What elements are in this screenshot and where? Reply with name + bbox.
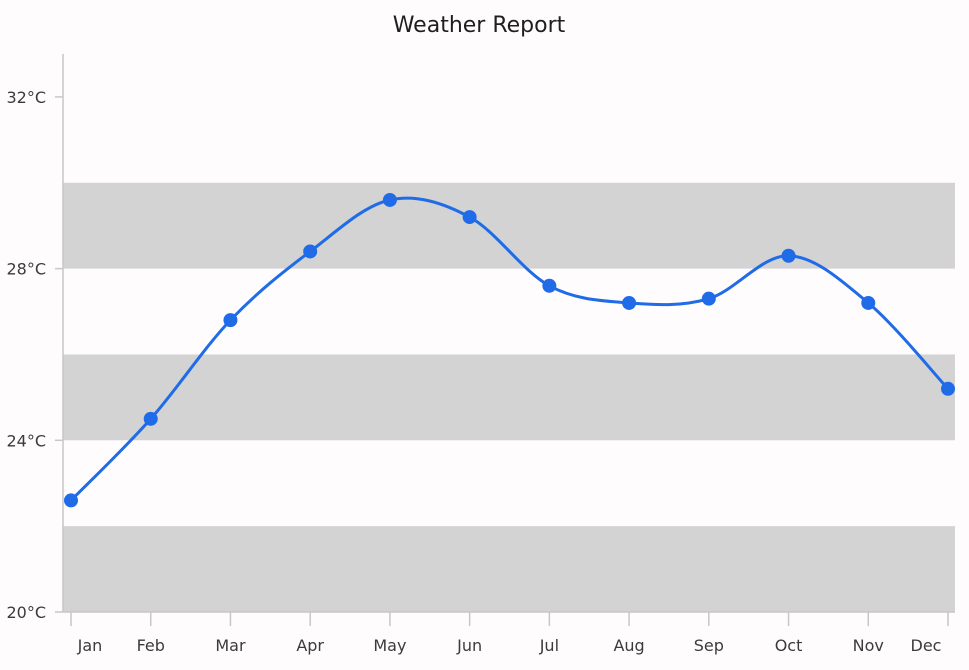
y-tick-label: 32°C — [6, 88, 46, 107]
stripline-band — [63, 526, 955, 612]
stripline-band — [63, 354, 955, 441]
y-tick-label: 24°C — [6, 431, 46, 450]
x-tick-label: Sep — [694, 636, 724, 655]
x-tick-label: Jun — [456, 636, 482, 655]
data-point-marker — [701, 291, 716, 306]
data-point-marker — [64, 493, 78, 508]
series-layer — [64, 192, 955, 508]
data-point-marker — [941, 381, 955, 396]
chart-title: Weather Report — [393, 13, 566, 38]
data-point-marker — [303, 244, 318, 259]
data-point-marker — [781, 248, 796, 263]
x-tick-label: Jan — [77, 636, 103, 655]
data-point-marker — [223, 313, 238, 328]
x-tick-label: Oct — [775, 636, 803, 655]
y-tick-label: 28°C — [6, 260, 46, 279]
x-tick-label: Jul — [539, 636, 559, 655]
x-tick-label: May — [373, 636, 406, 655]
axes: 20°C 24°C 28°C 32°C Jan Feb Mar Apr May Jun Jul Aug… — [6, 54, 955, 655]
y-tick-label: 20°C — [6, 603, 46, 622]
stripline-band — [63, 182, 955, 269]
data-point-marker — [382, 192, 397, 207]
data-point-marker — [462, 210, 477, 225]
data-point-marker — [861, 295, 876, 310]
data-point-marker — [143, 411, 158, 426]
series-line — [69, 196, 950, 502]
data-point-marker — [542, 278, 557, 293]
x-tick-label: Dec — [911, 636, 942, 655]
x-tick-label: Mar — [215, 636, 246, 655]
x-tick-label: Apr — [296, 636, 324, 655]
x-tick-label: Aug — [613, 636, 644, 655]
x-tick-label: Nov — [853, 636, 884, 655]
striplines — [63, 182, 955, 612]
x-tick-label: Feb — [137, 636, 165, 655]
data-point-marker — [622, 295, 637, 310]
